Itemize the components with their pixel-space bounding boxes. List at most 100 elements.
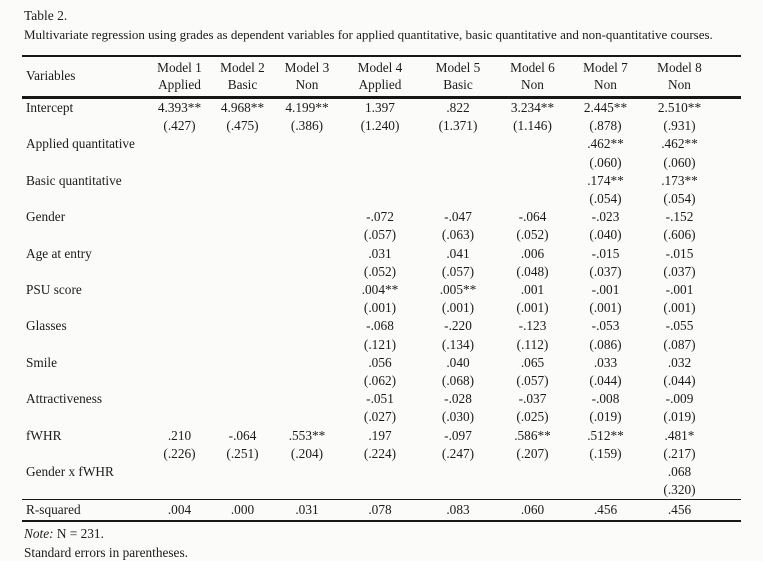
se-cell	[274, 299, 340, 317]
se-cell: (.386)	[290, 118, 324, 134]
coef-cell: .005**	[439, 282, 477, 298]
se-cell: (.052)	[516, 227, 549, 243]
coef-cell	[211, 354, 274, 372]
coef-cell: -.053	[591, 318, 620, 334]
se-cell: (.040)	[589, 227, 622, 243]
coef-cell: 1.397	[365, 100, 395, 115]
header-model-7-name: Model 7	[583, 60, 628, 75]
se-row: (.060) (.060)	[22, 154, 741, 172]
coef-cell	[148, 463, 211, 481]
se-cell: (.063)	[441, 227, 475, 243]
coef-cell: -.015	[665, 245, 694, 261]
coef-row: Intercept 4.393** 4.968** 4.199** 1.397 .822 3…	[22, 98, 741, 118]
header-model-4-type: Applied	[358, 77, 402, 92]
se-cell: (.427)	[163, 118, 196, 134]
r-squared-cell: .031	[274, 499, 340, 522]
coef-cell	[211, 463, 274, 481]
se-cell: (.931)	[663, 118, 696, 134]
se-cell: (.048)	[516, 263, 549, 279]
se-row: (.052) (.057) (.048) (.037) (.037)	[22, 263, 741, 281]
header-variables: Variables	[22, 56, 148, 99]
se-row: (.062) (.068) (.057) (.044) (.044)	[22, 372, 741, 390]
regression-table: Variables Model 1 Applied Model 2 Basic …	[22, 55, 741, 523]
se-row: (.427) (.475) (.386) (1.240) (1.371) (1.146) (…	[22, 117, 741, 135]
coef-cell: -.028	[444, 391, 472, 407]
row-label-spacer	[22, 117, 148, 135]
row-label: Intercept	[26, 100, 74, 115]
se-cell	[274, 154, 340, 172]
header-model-8: Model 8 Non	[642, 56, 741, 99]
se-row: (.027) (.030) (.025) (.019) (.019)	[22, 408, 741, 426]
se-cell	[274, 190, 340, 208]
coef-cell: -.220	[444, 318, 472, 334]
coef-cell: .041	[446, 245, 470, 261]
coef-cell	[496, 135, 569, 153]
coef-cell	[148, 208, 211, 226]
coef-cell: .210	[167, 427, 192, 443]
coef-cell: -.072	[366, 209, 394, 225]
row-label: Age at entry	[26, 245, 92, 261]
row-label-spacer	[22, 190, 148, 208]
coef-cell: 2.510**	[657, 100, 702, 115]
se-cell: (.030)	[441, 409, 475, 425]
se-cell: (.001)	[663, 300, 696, 316]
coef-cell: .173**	[661, 172, 698, 188]
table-caption: Multivariate regression using grades as …	[24, 27, 713, 42]
se-cell	[148, 336, 211, 354]
se-cell: (.606)	[663, 227, 696, 243]
coef-row: Glasses -.068 -.220 -.123 -.053 -.055	[22, 317, 741, 335]
se-cell: (.044)	[663, 373, 696, 389]
note-line: Note: N = 231.	[24, 525, 763, 544]
header-model-3: Model 3 Non	[274, 56, 340, 99]
se-cell	[420, 154, 496, 172]
coef-cell	[496, 172, 569, 190]
se-cell: (.054)	[589, 191, 622, 207]
coef-cell	[340, 135, 420, 153]
se-row: (.226) (.251) (.204) (.224) (.247) (.207) (.15…	[22, 445, 741, 463]
se-cell: (.054)	[663, 191, 696, 207]
coef-cell	[274, 245, 340, 263]
coef-cell: -.001	[591, 282, 620, 298]
header-model-1: Model 1 Applied	[148, 56, 211, 99]
coef-cell: -.001	[665, 282, 694, 298]
coef-cell	[211, 135, 274, 153]
coef-cell: .197	[368, 427, 392, 443]
se-cell	[148, 481, 211, 500]
coef-cell: 3.234**	[510, 100, 555, 115]
header-model-8-type: Non	[668, 77, 691, 92]
row-label-spacer	[22, 445, 148, 463]
coef-cell: .512**	[587, 427, 624, 443]
coef-cell: .068	[667, 464, 692, 480]
table-notes: Note: N = 231. Standard errors in parent…	[24, 525, 763, 561]
r-squared-row: R-squared .004.000.031.078.083.060.456.45…	[22, 499, 741, 522]
coef-cell	[148, 245, 211, 263]
se-cell: (.060)	[589, 154, 622, 170]
coef-cell: .462**	[587, 136, 624, 152]
coef-cell	[148, 390, 211, 408]
coef-cell	[274, 317, 340, 335]
row-label-spacer	[22, 408, 148, 426]
se-cell: (.019)	[663, 409, 696, 425]
se-cell: (.001)	[441, 300, 475, 316]
coef-cell: -.064	[228, 427, 257, 443]
header-model-1-name: Model 1	[157, 60, 202, 75]
se-cell	[211, 154, 274, 172]
header-model-6-name: Model 6	[510, 60, 555, 75]
coef-cell	[148, 354, 211, 372]
se-cell: (.019)	[589, 409, 622, 425]
header-model-4: Model 4 Applied	[340, 56, 420, 99]
coef-cell	[274, 390, 340, 408]
row-label-spacer	[22, 226, 148, 244]
se-cell	[569, 481, 642, 500]
coef-cell	[148, 317, 211, 335]
coef-cell	[148, 172, 211, 190]
se-cell: (.062)	[363, 373, 397, 389]
note-text: N = 231.	[56, 526, 104, 542]
row-label: Glasses	[26, 318, 67, 334]
header-model-4-name: Model 4	[357, 60, 403, 75]
se-cell: (.001)	[363, 300, 397, 316]
header-model-6: Model 6 Non	[496, 56, 569, 99]
coef-cell: -.064	[518, 209, 547, 225]
se-cell: (1.146)	[513, 118, 552, 134]
se-cell	[148, 154, 211, 172]
